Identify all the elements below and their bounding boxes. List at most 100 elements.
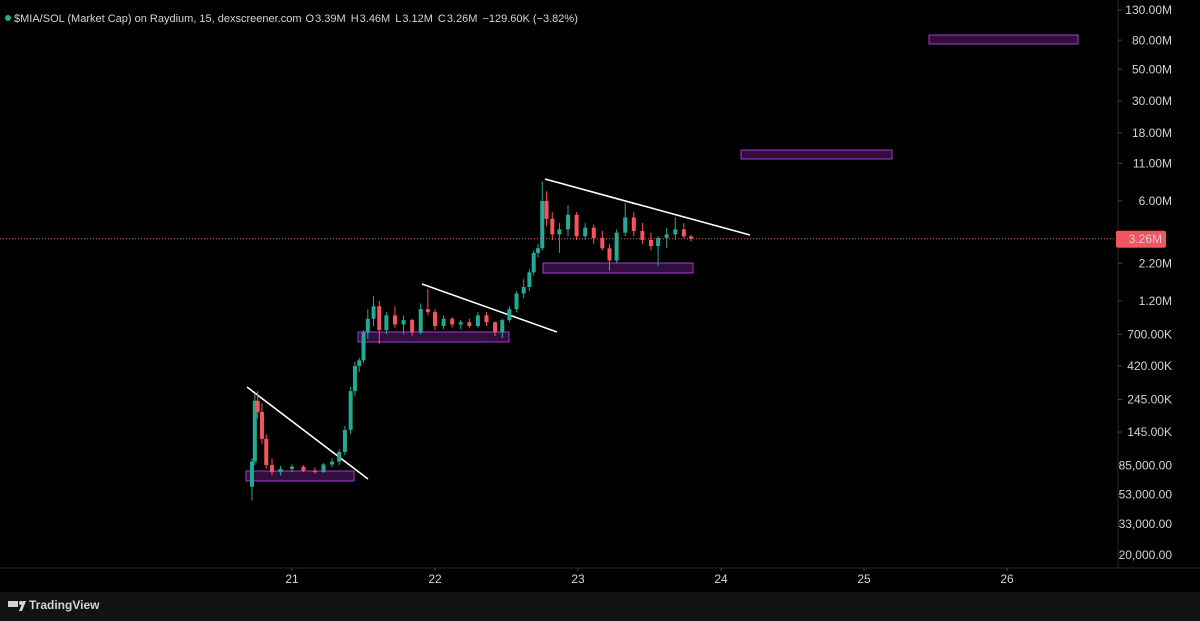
candle: [540, 181, 545, 251]
candle: [591, 224, 596, 244]
candle: [264, 434, 269, 469]
y-tick-label: 80.00M: [1132, 33, 1172, 47]
candle: [544, 191, 549, 227]
candle-body: [249, 461, 254, 487]
candle: [623, 203, 628, 237]
candle: [607, 243, 612, 271]
candle: [656, 236, 661, 267]
candle: [664, 227, 669, 249]
candle-body: [377, 306, 382, 331]
y-tick-label: 700.00K: [1127, 327, 1172, 341]
zone: [357, 331, 510, 343]
legend-letter: L: [395, 13, 401, 25]
y-tick-label: 85,000.00: [1119, 458, 1173, 472]
candle: [401, 315, 406, 335]
candle-body: [312, 470, 317, 473]
candle-body: [290, 466, 295, 469]
zone: [542, 262, 694, 274]
candle: [507, 306, 512, 323]
x-tick-label: 22: [428, 572, 442, 586]
legend-value: 3.12M: [402, 13, 433, 25]
candle: [410, 318, 415, 337]
candle: [557, 223, 562, 253]
candle-body: [557, 229, 562, 235]
zones: [245, 34, 1079, 482]
trendline: [544, 178, 751, 236]
y-tick-label: 50.00M: [1132, 63, 1172, 77]
candle-body: [337, 452, 342, 462]
candle-body: [527, 272, 532, 287]
legend-value: 3.26M: [447, 13, 478, 25]
candle-body: [521, 286, 526, 294]
y-tick-label: 2.20M: [1139, 256, 1172, 270]
candle-body: [269, 465, 274, 473]
legend-change: −129.60K (−3.82%): [482, 13, 577, 25]
candle: [527, 269, 532, 292]
candle-body: [531, 252, 536, 273]
candle-body: [425, 309, 430, 313]
status-dot: [5, 15, 11, 21]
candle-body: [493, 322, 498, 333]
logo: [8, 601, 26, 611]
candle: [583, 223, 588, 240]
candle-body: [410, 320, 415, 333]
candle: [550, 212, 555, 240]
candle: [290, 464, 295, 473]
candle: [475, 312, 480, 328]
candle-body: [574, 214, 579, 237]
legend-letter: C: [438, 13, 446, 25]
candle: [252, 393, 257, 466]
candle-body: [330, 461, 335, 465]
candle-body: [352, 366, 357, 392]
candle-body: [384, 315, 389, 331]
zone: [928, 34, 1079, 45]
y-tick-label: 1.20M: [1139, 294, 1172, 308]
candle-body: [484, 315, 489, 323]
candle: [521, 279, 526, 299]
logo-mark: [8, 601, 18, 607]
y-tick-label: 53,000.00: [1119, 488, 1173, 502]
candle: [365, 309, 370, 339]
x-tick-label: 25: [857, 572, 871, 586]
candle-body: [566, 214, 571, 230]
candle-body: [441, 318, 446, 327]
candle: [377, 300, 382, 344]
candle-body: [365, 318, 370, 333]
candle: [614, 229, 619, 264]
y-tick-label: 145.00K: [1127, 425, 1172, 439]
candle: [493, 321, 498, 337]
candle-body: [418, 309, 423, 333]
candle: [259, 403, 264, 444]
candle: [301, 465, 306, 473]
trendline: [246, 386, 369, 480]
candle: [352, 361, 357, 396]
candle-body: [357, 360, 362, 367]
candle: [631, 212, 636, 237]
candle-body: [371, 306, 376, 319]
trendline: [421, 283, 558, 333]
watermark: TradingView: [29, 598, 100, 612]
candle: [255, 391, 260, 419]
candle-body: [252, 400, 257, 462]
zone: [740, 149, 893, 160]
candle: [278, 465, 283, 476]
candle-body: [467, 322, 472, 327]
y-tick-label: 245.00K: [1127, 393, 1172, 407]
candle: [600, 230, 605, 251]
candle-body: [614, 232, 619, 261]
candle: [249, 458, 254, 501]
candle-body: [640, 230, 645, 240]
candle-body: [507, 309, 512, 321]
candle: [337, 449, 342, 466]
candle-body: [535, 248, 540, 253]
candle-body: [361, 332, 366, 361]
y-tick-label: 130.00M: [1125, 3, 1172, 17]
candle-body: [673, 229, 678, 235]
candle: [348, 386, 353, 435]
candle-body: [681, 229, 686, 237]
candle: [392, 306, 397, 328]
y-tick-label: 420.00K: [1127, 359, 1172, 373]
